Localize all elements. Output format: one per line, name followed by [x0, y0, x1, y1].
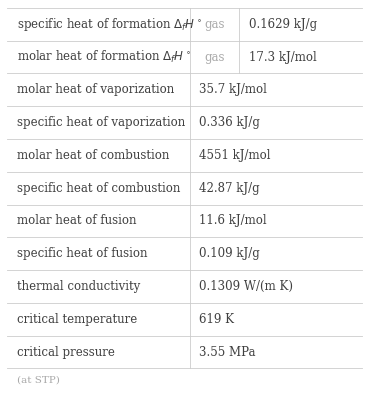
Text: specific heat of combustion: specific heat of combustion: [17, 182, 180, 195]
Text: 0.109 kJ/g: 0.109 kJ/g: [199, 247, 260, 260]
Text: molar heat of formation $\Delta_f H^\circ$: molar heat of formation $\Delta_f H^\cir…: [17, 49, 190, 65]
Text: molar heat of fusion: molar heat of fusion: [17, 214, 136, 227]
Text: 4551 kJ/mol: 4551 kJ/mol: [199, 149, 270, 162]
Text: gas: gas: [204, 18, 225, 31]
Text: specific heat of vaporization: specific heat of vaporization: [17, 116, 185, 129]
Text: 3.55 MPa: 3.55 MPa: [199, 345, 256, 358]
Text: specific heat of formation $\Delta_f H^\circ$: specific heat of formation $\Delta_f H^\…: [17, 16, 201, 33]
Text: gas: gas: [204, 50, 225, 64]
Text: thermal conductivity: thermal conductivity: [17, 280, 140, 293]
Text: 0.1629 kJ/g: 0.1629 kJ/g: [249, 18, 317, 31]
Text: 619 K: 619 K: [199, 313, 234, 326]
Text: molar heat of combustion: molar heat of combustion: [17, 149, 169, 162]
Text: specific heat of fusion: specific heat of fusion: [17, 247, 147, 260]
Text: 11.6 kJ/mol: 11.6 kJ/mol: [199, 214, 267, 227]
Text: 42.87 kJ/g: 42.87 kJ/g: [199, 182, 260, 195]
Text: 0.336 kJ/g: 0.336 kJ/g: [199, 116, 260, 129]
Text: critical pressure: critical pressure: [17, 345, 114, 358]
Text: 17.3 kJ/mol: 17.3 kJ/mol: [249, 50, 316, 64]
Text: molar heat of vaporization: molar heat of vaporization: [17, 83, 174, 96]
Text: 0.1309 W/(m K): 0.1309 W/(m K): [199, 280, 293, 293]
Text: (at STP): (at STP): [17, 376, 59, 385]
Text: 35.7 kJ/mol: 35.7 kJ/mol: [199, 83, 267, 96]
Text: critical temperature: critical temperature: [17, 313, 137, 326]
